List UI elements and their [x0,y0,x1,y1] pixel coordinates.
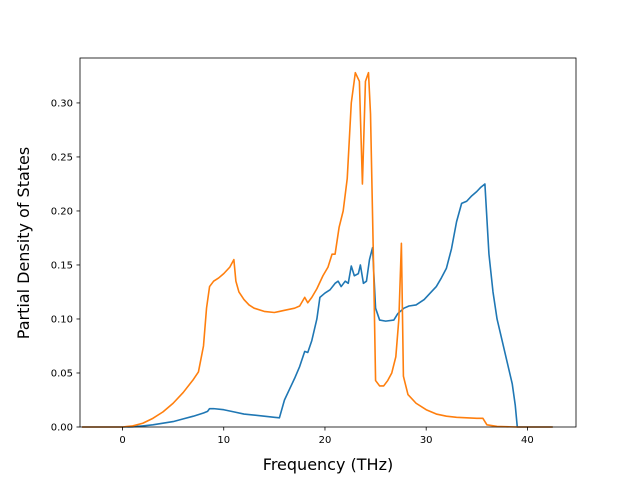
y-tick-label: 0.15 [51,260,73,271]
x-tick-label: 40 [521,435,534,446]
y-tick-label: 0.30 [51,98,73,109]
y-tick-label: 0.25 [51,152,73,163]
x-tick-label: 0 [119,435,125,446]
series-2-line [82,71,553,428]
plot-frame [79,57,577,428]
y-tick-label: 0.20 [51,206,73,217]
x-tick-label: 20 [319,435,332,446]
y-tick-label: 0.05 [51,368,73,379]
x-tick-label: 30 [420,435,433,446]
y-axis-ticks: 0.00 0.05 0.10 0.15 0.20 0.25 0.30 [51,98,80,434]
x-axis-label: Frequency (THz) [263,455,393,474]
plot-lines [82,71,553,428]
series-1-line [82,183,553,428]
y-tick-label: 0.00 [51,423,73,434]
y-tick-label: 0.10 [51,314,73,325]
y-axis-label: Partial Density of States [14,147,33,339]
x-axis-ticks: 0 10 20 30 40 [119,427,534,446]
x-tick-label: 10 [217,435,230,446]
